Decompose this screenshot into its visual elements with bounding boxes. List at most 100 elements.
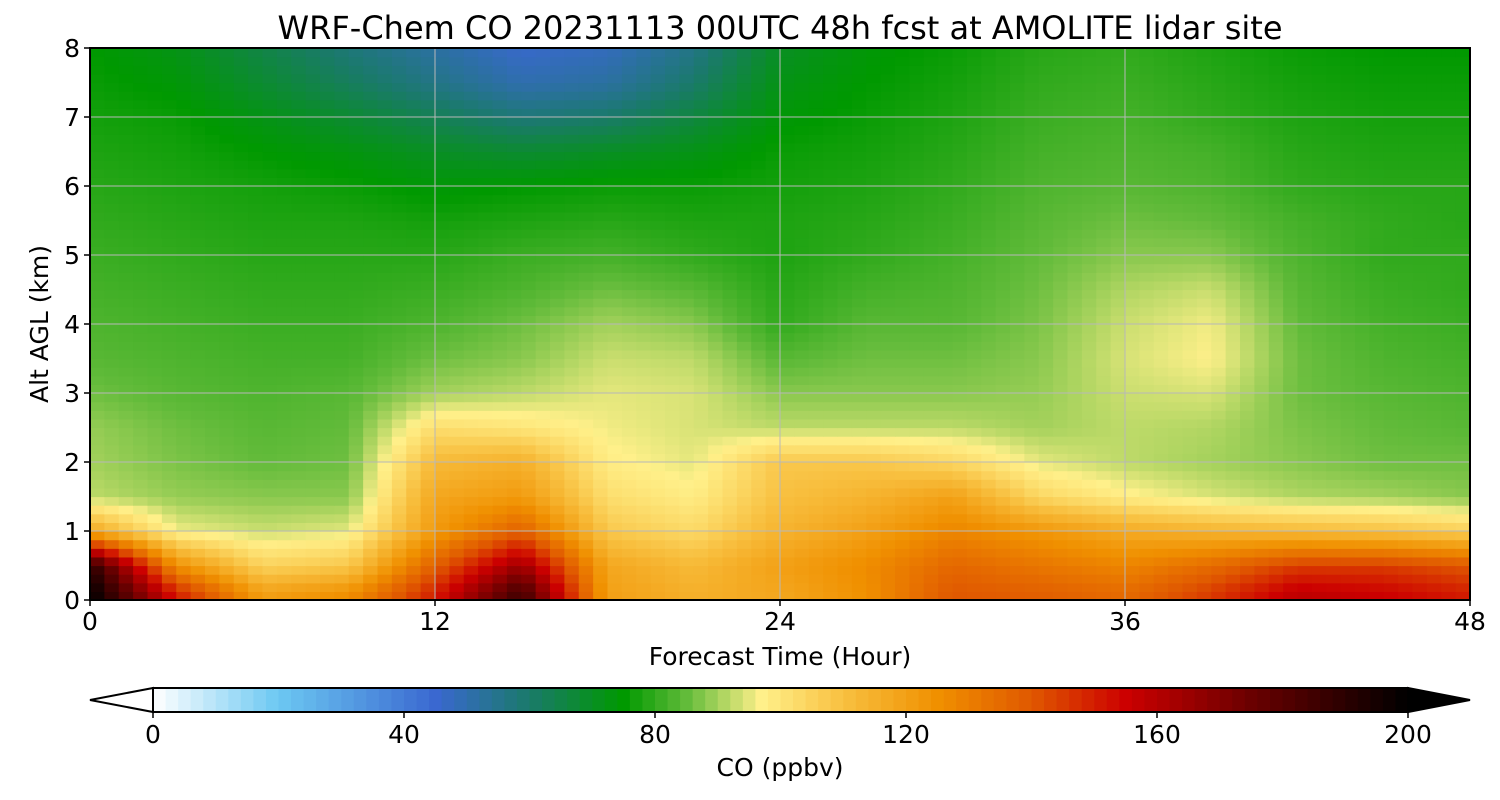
heatmap-cell [1168,289,1184,299]
heatmap-cell [736,556,752,567]
heatmap-cell [1340,358,1356,368]
heatmap-cell [1110,367,1126,377]
heatmap-cell [435,298,450,308]
heatmap-cell [1326,522,1342,532]
heatmap-cell [1211,237,1227,247]
heatmap-cell [305,565,321,575]
heatmap-cell [363,367,379,377]
heatmap-cell [1441,341,1457,351]
heatmap-cell [1340,487,1356,498]
heatmap-cell [334,349,350,360]
heatmap-cell [952,280,968,291]
heatmap-cell [205,462,220,472]
heatmap-cell [708,410,724,420]
heatmap-cell [276,211,292,222]
heatmap-cell [219,462,235,472]
heatmap-cell [1139,513,1155,523]
heatmap-cell [765,280,781,291]
heatmap-cell [420,479,436,489]
heatmap-cell [1369,436,1385,446]
heatmap-cell [348,194,364,204]
heatmap-cell [449,341,465,351]
heatmap-cell [880,168,896,178]
heatmap-cell [1168,444,1184,454]
heatmap-cell [1383,444,1399,454]
heatmap-cell [535,151,551,161]
heatmap-cell [780,505,795,515]
heatmap-cell [708,298,724,308]
heatmap-cell [751,479,767,489]
heatmap-cell [104,393,120,403]
heatmap-cell [391,574,407,584]
heatmap-cell [880,393,896,403]
heatmap-cell [880,505,896,515]
heatmap-cell [564,453,580,463]
heatmap-cell [262,324,278,334]
heatmap-cell [262,522,278,532]
heatmap-cell [1254,565,1270,575]
heatmap-cell [363,384,379,394]
heatmap-cell [837,177,853,187]
heatmap-cell [794,358,810,368]
heatmap-cell [1426,496,1442,506]
heatmap-cell [923,470,939,480]
heatmap-cell [1010,513,1025,523]
heatmap-cell [564,556,580,567]
heatmap-cell [104,186,120,196]
heatmap-cell [219,194,235,204]
heatmap-cell [1168,151,1184,161]
heatmap-cell [205,513,220,523]
heatmap-cell [506,496,522,506]
heatmap-cell [248,393,264,403]
heatmap-cell [190,272,206,282]
heatmap-cell [1168,418,1184,429]
heatmap-cell [1024,160,1040,170]
heatmap-cell [478,436,494,446]
heatmap-cell [564,401,580,411]
heatmap-cell [780,401,795,411]
heatmap-cell [190,151,206,161]
heatmap-cell [880,263,896,273]
heatmap-cell [291,393,307,403]
heatmap-cell [1340,565,1356,575]
heatmap-cell [1038,565,1054,575]
heatmap-cell [1412,211,1428,222]
heatmap-cell [478,539,494,549]
heatmap-cell [1254,341,1270,351]
heatmap-cell [118,177,134,187]
heatmap-cell [1139,401,1155,411]
heatmap-cell [823,401,839,411]
heatmap-cell [794,548,810,558]
heatmap-cell [938,496,954,506]
heatmap-cell [1196,548,1212,558]
heatmap-cell [190,531,206,541]
heatmap-cell [736,358,752,368]
heatmap-cell [736,306,752,316]
heatmap-cell [1182,436,1198,446]
heatmap-cell [147,539,163,549]
heatmap-cell [1326,513,1342,523]
heatmap-cell [995,332,1011,342]
heatmap-cell [420,522,436,532]
heatmap-cell [636,427,652,437]
heatmap-cell [1225,384,1241,394]
heatmap-cell [564,427,580,437]
heatmap-cell [118,255,134,265]
heatmap-cell [665,582,680,592]
heatmap-cell [133,427,149,437]
heatmap-cell [1038,289,1054,299]
heatmap-cell [463,531,479,541]
heatmap-cell [550,574,565,584]
heatmap-cell [1010,324,1025,334]
heatmap-cell [90,151,105,161]
heatmap-cell [377,375,393,385]
heatmap-cell [348,539,364,549]
heatmap-cell [104,332,120,342]
heatmap-cell [866,349,882,360]
heatmap-cell [1441,487,1457,498]
heatmap-cell [995,358,1011,368]
heatmap-cell [190,203,206,213]
heatmap-cell [722,332,738,342]
heatmap-cell [348,263,364,273]
heatmap-cell [1139,151,1155,161]
